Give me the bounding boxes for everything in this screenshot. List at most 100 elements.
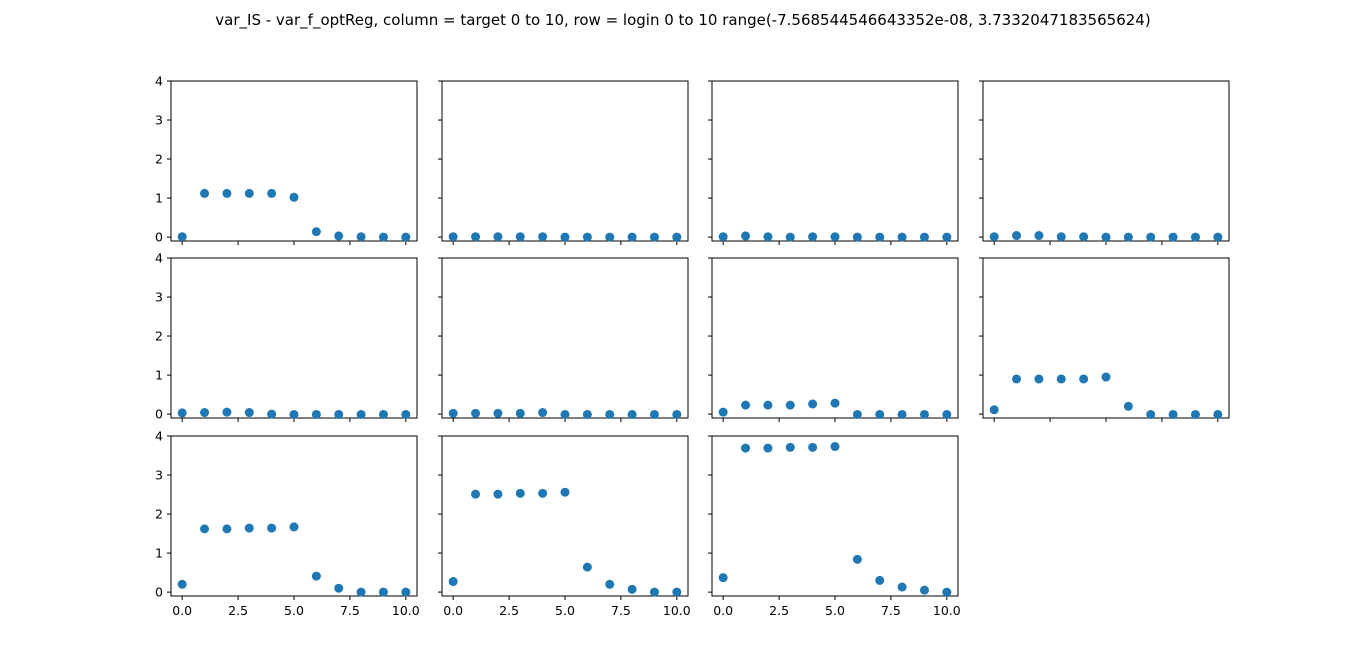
scatter-point [560, 409, 570, 419]
scatter-point [830, 442, 840, 452]
scatter-point [560, 487, 570, 497]
scatter-point [741, 443, 751, 453]
scatter-point [1168, 409, 1178, 419]
scatter-point [808, 442, 818, 452]
scatter-point [515, 232, 525, 242]
scatter-point [852, 232, 862, 242]
x-tick-label: 5.0 [284, 603, 304, 618]
scatter-point [311, 227, 321, 237]
y-tick-label: 1 [155, 546, 163, 561]
scatter-point [200, 408, 210, 418]
axes-frame [711, 257, 959, 419]
scatter-point [244, 188, 254, 198]
scatter-point [1123, 401, 1133, 411]
scatter-point [356, 587, 366, 597]
scatter-point [672, 587, 682, 597]
scatter-point [830, 232, 840, 242]
scatter-point [448, 577, 458, 587]
scatter-point [222, 524, 232, 534]
scatter-point [989, 405, 999, 415]
axes-frame [441, 435, 689, 597]
scatter-point [830, 398, 840, 408]
axes-frame [982, 257, 1230, 419]
scatter-point [356, 232, 366, 242]
scatter-point [1012, 374, 1022, 384]
scatter-point [311, 571, 321, 581]
scatter-point [177, 579, 187, 589]
scatter-point [763, 400, 773, 410]
scatter-point [582, 409, 592, 419]
scatter-point [289, 192, 299, 202]
scatter-point [471, 232, 481, 242]
scatter-point [267, 523, 277, 533]
scatter-point [177, 232, 187, 242]
y-tick-label: 4 [155, 429, 163, 444]
scatter-point [649, 232, 659, 242]
scatter-point [989, 232, 999, 242]
x-tick-label: 2.5 [769, 603, 789, 618]
scatter-point [919, 232, 929, 242]
subplot-r2-c0: 0 1 2 3 4 0.0 2.5 5.0 7.5 10.0 [155, 429, 420, 619]
scatter-point [897, 409, 907, 419]
scatter-point [763, 443, 773, 453]
scatter-point [1168, 232, 1178, 242]
scatter-point [356, 409, 366, 419]
axes-frame [711, 80, 959, 242]
scatter-point [378, 587, 388, 597]
x-tick-label: 7.5 [611, 603, 631, 618]
axes-frame [170, 435, 418, 597]
scatter-point [222, 407, 232, 417]
scatter-point [538, 408, 548, 418]
subplot-r2-c2: 0.0 2.5 5.0 7.5 10.0 [708, 435, 961, 618]
axes-frame [441, 257, 689, 419]
scatter-point [471, 489, 481, 499]
scatter-point [448, 408, 458, 418]
scatter-point [718, 232, 728, 242]
scatter-point [875, 232, 885, 242]
x-tick-label: 2.5 [499, 603, 519, 618]
scatter-point [289, 522, 299, 532]
scatter-point [672, 232, 682, 242]
scatter-point [649, 409, 659, 419]
axes-frame [441, 80, 689, 242]
scatter-point [1146, 409, 1156, 419]
scatter-point [493, 232, 503, 242]
axes-frame [170, 257, 418, 419]
scatter-point [1034, 374, 1044, 384]
scatter-point [244, 408, 254, 418]
scatter-point [1123, 232, 1133, 242]
x-tick-label: 10.0 [933, 603, 961, 618]
scatter-point [942, 409, 952, 419]
scatter-point [1034, 231, 1044, 241]
y-tick-label: 3 [155, 468, 163, 483]
scatter-point [852, 409, 862, 419]
axes-frame [170, 80, 418, 242]
scatter-point [897, 582, 907, 592]
scatter-point [582, 562, 592, 572]
scatter-point [334, 231, 344, 241]
scatter-point [649, 587, 659, 597]
scatter-point [244, 523, 254, 533]
scatter-point [763, 232, 773, 242]
scatter-point [267, 409, 277, 419]
scatter-point [1056, 232, 1066, 242]
scatter-point [200, 188, 210, 198]
scatter-point [515, 488, 525, 498]
scatter-point [334, 583, 344, 593]
subplot-r1-c2 [708, 257, 959, 422]
scatter-point [785, 400, 795, 410]
scatter-point [1079, 232, 1089, 242]
scatter-point [334, 409, 344, 419]
y-tick-label: 1 [155, 368, 163, 383]
scatter-point [493, 489, 503, 499]
scatter-point [605, 409, 615, 419]
y-tick-label: 2 [155, 507, 163, 522]
scatter-point [741, 400, 751, 410]
scatter-point [401, 587, 411, 597]
scatter-point [267, 188, 277, 198]
scatter-point [401, 232, 411, 242]
scatter-point [627, 232, 637, 242]
x-tick-label: 5.0 [825, 603, 845, 618]
scatter-point [718, 573, 728, 583]
